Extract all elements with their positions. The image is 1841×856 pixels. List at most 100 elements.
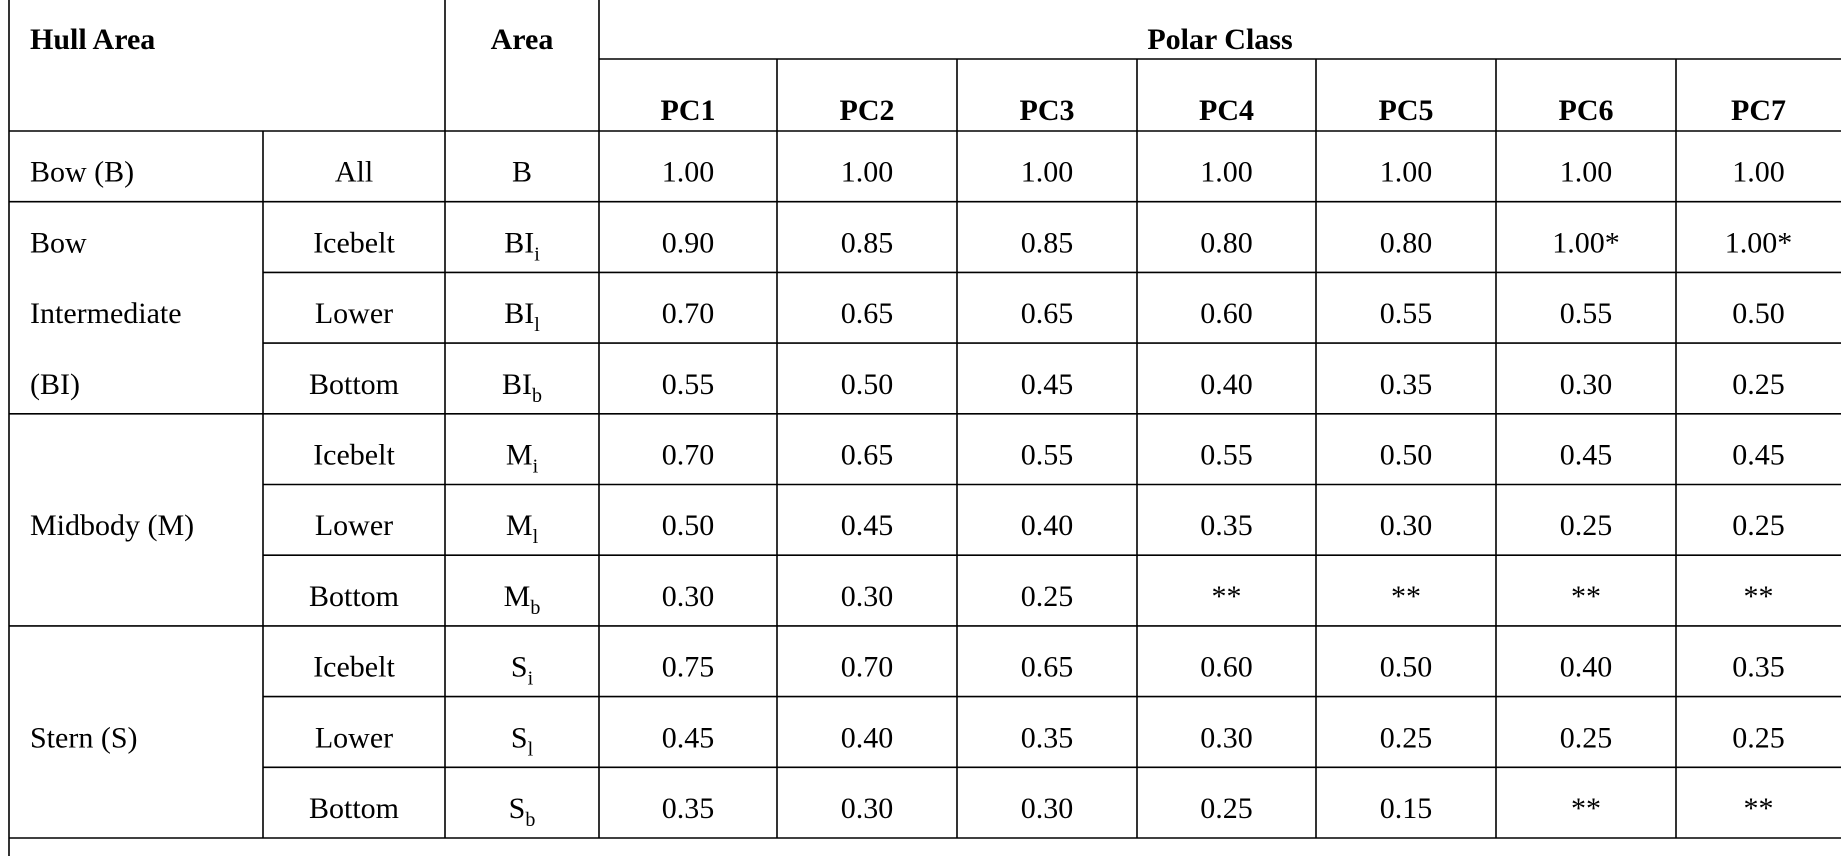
factor-value: 0.80 bbox=[1200, 226, 1253, 259]
header-class: PC2 bbox=[840, 94, 895, 127]
factor-value: 0.25 bbox=[1560, 509, 1613, 542]
area-code: BIi bbox=[504, 226, 540, 265]
header-class: PC5 bbox=[1379, 94, 1434, 127]
header-class: PC4 bbox=[1199, 94, 1254, 127]
factor-value: 0.30 bbox=[1200, 721, 1253, 754]
factor-value: ** bbox=[1571, 792, 1601, 825]
area-code-sub: b bbox=[525, 809, 535, 831]
area-code-sub: l bbox=[534, 314, 540, 336]
factor-value: 0.50 bbox=[841, 368, 894, 401]
area-code-sub: b bbox=[532, 385, 542, 407]
factor-value: 0.30 bbox=[1380, 509, 1433, 542]
area-code-sub: l bbox=[528, 738, 534, 760]
area-code-sub: i bbox=[533, 456, 539, 478]
factor-value: 1.00 bbox=[1200, 156, 1253, 189]
header-polar-class: Polar Class bbox=[1147, 23, 1292, 56]
factor-value: 0.40 bbox=[1560, 651, 1613, 684]
header-class: PC1 bbox=[661, 94, 716, 127]
factor-value: 0.55 bbox=[1380, 297, 1433, 330]
area-code: B bbox=[512, 156, 532, 189]
factor-value: 1.00 bbox=[1380, 156, 1433, 189]
area-code-base: S bbox=[511, 651, 528, 684]
area-code-base: S bbox=[511, 721, 528, 754]
area-code: Mi bbox=[506, 439, 539, 478]
factor-value: 0.25 bbox=[1560, 721, 1613, 754]
area-code-base: B bbox=[512, 156, 532, 189]
factor-value: 0.35 bbox=[1200, 509, 1253, 542]
factor-value: 0.45 bbox=[1021, 368, 1074, 401]
hull-area-label: Intermediate bbox=[30, 297, 182, 330]
factor-value: 0.70 bbox=[841, 651, 894, 684]
factor-value: 0.40 bbox=[841, 721, 894, 754]
factor-value: 0.25 bbox=[1732, 509, 1785, 542]
factor-value: ** bbox=[1212, 580, 1242, 613]
factor-value: 0.25 bbox=[1380, 721, 1433, 754]
area-code-sub: i bbox=[528, 668, 534, 690]
hull-area-label: Stern (S) bbox=[30, 721, 138, 754]
factor-value: 0.65 bbox=[841, 439, 894, 472]
area-code-sub: i bbox=[534, 243, 540, 265]
factor-value: 0.25 bbox=[1732, 368, 1785, 401]
factor-value: 0.30 bbox=[841, 792, 894, 825]
area-code: Ml bbox=[506, 509, 539, 548]
hull-area-label: Midbody (M) bbox=[30, 509, 194, 542]
factor-value: 0.50 bbox=[662, 509, 715, 542]
factor-value: 0.70 bbox=[662, 297, 715, 330]
area-code-base: BI bbox=[502, 368, 532, 401]
area-code: BIb bbox=[502, 368, 542, 407]
factor-value: 0.30 bbox=[1021, 792, 1074, 825]
factor-value: 0.30 bbox=[841, 580, 894, 613]
area-code: BIl bbox=[504, 297, 540, 336]
factor-value: 0.25 bbox=[1021, 580, 1074, 613]
hull-area-label: Bow (B) bbox=[30, 156, 134, 189]
factor-value: ** bbox=[1744, 580, 1774, 613]
factor-value: 1.00* bbox=[1552, 226, 1620, 259]
factor-value: 0.25 bbox=[1732, 721, 1785, 754]
factor-value: 0.30 bbox=[662, 580, 715, 613]
factor-value: 0.55 bbox=[1560, 297, 1613, 330]
factor-value: 0.30 bbox=[1560, 368, 1613, 401]
area-code: Sl bbox=[511, 721, 534, 760]
hull-area-label: (BI) bbox=[30, 368, 80, 401]
factor-value: 0.80 bbox=[1380, 226, 1433, 259]
factor-value: 0.45 bbox=[1732, 439, 1785, 472]
factor-value: 0.50 bbox=[1732, 297, 1785, 330]
sub-area: All bbox=[335, 156, 373, 189]
sub-area: Lower bbox=[315, 509, 393, 542]
factor-value: 0.25 bbox=[1200, 792, 1253, 825]
factor-value: ** bbox=[1391, 580, 1421, 613]
factor-value: 0.65 bbox=[1021, 651, 1074, 684]
area-code-base: M bbox=[506, 439, 533, 472]
factor-value: 0.35 bbox=[662, 792, 715, 825]
factor-value: 0.65 bbox=[841, 297, 894, 330]
header-area: Area bbox=[491, 23, 554, 56]
hull-area-label: Bow bbox=[30, 226, 87, 259]
area-code-sub: l bbox=[533, 526, 539, 548]
header-class: PC6 bbox=[1559, 94, 1614, 127]
header-class: PC3 bbox=[1020, 94, 1075, 127]
area-code: Si bbox=[511, 651, 534, 690]
factor-value: 0.35 bbox=[1732, 651, 1785, 684]
factor-value: ** bbox=[1744, 792, 1774, 825]
factor-value: 1.00* bbox=[1725, 226, 1793, 259]
factor-value: 0.50 bbox=[1380, 651, 1433, 684]
header-class: PC7 bbox=[1731, 94, 1786, 127]
factor-value: 0.85 bbox=[1021, 226, 1074, 259]
area-code: Mb bbox=[504, 580, 541, 619]
factor-value: 0.35 bbox=[1021, 721, 1074, 754]
sub-area: Icebelt bbox=[313, 226, 395, 259]
area-code-base: M bbox=[506, 509, 533, 542]
factor-value: 0.50 bbox=[1380, 439, 1433, 472]
factor-value: 0.45 bbox=[662, 721, 715, 754]
factor-value: 1.00 bbox=[1560, 156, 1613, 189]
factor-value: 0.45 bbox=[841, 509, 894, 542]
area-code-base: S bbox=[509, 792, 526, 825]
area-code: Sb bbox=[509, 792, 536, 831]
factor-value: 0.55 bbox=[1021, 439, 1074, 472]
factor-value: ** bbox=[1571, 580, 1601, 613]
factor-value: 0.40 bbox=[1021, 509, 1074, 542]
factor-value: 0.60 bbox=[1200, 651, 1253, 684]
factor-value: 0.35 bbox=[1380, 368, 1433, 401]
factor-value: 0.90 bbox=[662, 226, 715, 259]
